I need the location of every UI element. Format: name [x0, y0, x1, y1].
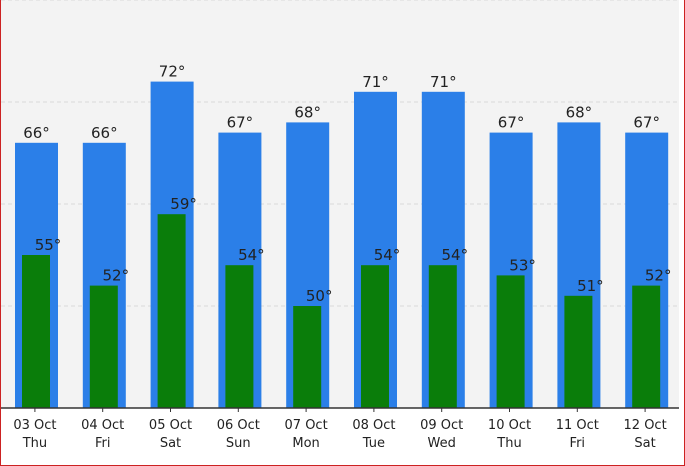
- tick-day-9: Sat: [634, 436, 655, 451]
- tick-date-2: 05 Oct: [149, 418, 192, 433]
- label-high-7: 67°: [498, 114, 525, 132]
- label-high-5: 71°: [362, 73, 389, 91]
- tick-date-3: 06 Oct: [217, 418, 260, 433]
- label-low-4: 50°: [306, 287, 333, 305]
- tick-day-1: Fri: [95, 436, 111, 451]
- bars: [15, 81, 669, 409]
- label-high-6: 71°: [430, 73, 457, 91]
- tick-day-8: Fri: [570, 436, 586, 451]
- label-low-2: 59°: [170, 195, 197, 213]
- tick-day-3: Sun: [226, 436, 251, 451]
- tick-date-9: 12 Oct: [624, 418, 667, 433]
- label-high-9: 67°: [633, 114, 660, 132]
- label-high-1: 66°: [91, 124, 118, 142]
- bar-low-5: [361, 265, 389, 408]
- tick-date-8: 11 Oct: [556, 418, 599, 433]
- bar-low-3: [225, 265, 254, 408]
- tick-date-5: 08 Oct: [352, 418, 395, 433]
- label-high-8: 68°: [566, 103, 593, 121]
- label-low-5: 54°: [374, 246, 401, 264]
- x-axis-ticks: 03 Oct Thu 04 Oct Fri 05 Oct Sat 06 Oct Sun 07 O…: [13, 408, 667, 451]
- tick-date-6: 09 Oct: [420, 418, 463, 433]
- bar-low-4: [293, 306, 322, 408]
- label-low-9: 52°: [645, 267, 672, 285]
- tick-date-0: 03 Oct: [13, 418, 56, 433]
- tick-day-6: Wed: [428, 436, 456, 451]
- tick-day-2: Sat: [160, 436, 181, 451]
- label-high-3: 67°: [227, 114, 254, 132]
- tick-day-5: Tue: [362, 436, 385, 451]
- label-low-8: 51°: [577, 277, 604, 295]
- label-low-7: 53°: [509, 256, 536, 274]
- tick-day-7: Thu: [496, 436, 521, 451]
- label-low-1: 52°: [103, 267, 130, 285]
- tick-date-4: 07 Oct: [285, 418, 328, 433]
- label-high-2: 72°: [159, 63, 186, 81]
- bar-low-6: [428, 265, 457, 408]
- bar-low-7: [496, 275, 525, 408]
- tick-date-1: 04 Oct: [81, 418, 124, 433]
- label-low-6: 54°: [442, 246, 469, 264]
- tick-day-0: Thu: [22, 436, 47, 451]
- tick-date-7: 10 Oct: [488, 418, 531, 433]
- label-low-3: 54°: [238, 246, 265, 264]
- bar-low-2: [157, 214, 186, 408]
- bar-low-9: [632, 285, 661, 408]
- tick-day-4: Mon: [292, 436, 319, 451]
- label-high-4: 68°: [294, 103, 321, 121]
- label-high-0: 66°: [23, 124, 50, 142]
- bar-low-1: [89, 285, 118, 408]
- bar-low-8: [564, 295, 593, 408]
- value-labels: 66° 55° 66° 52° 72° 59° 67° 54° 68° 50° 71° 54° 71° 5…: [23, 63, 671, 305]
- bar-low-0: [22, 255, 50, 408]
- label-low-0: 55°: [35, 236, 62, 254]
